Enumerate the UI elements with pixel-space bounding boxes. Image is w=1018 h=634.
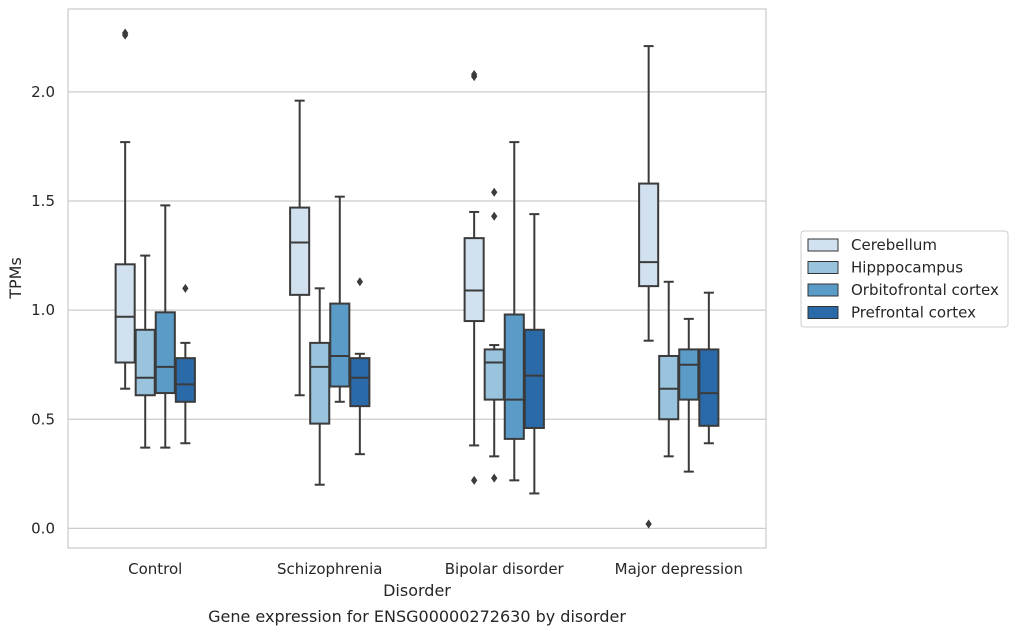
iqr-box	[174, 357, 196, 403]
legend-swatch	[807, 283, 839, 297]
outlier-point	[645, 519, 652, 529]
outlier-point	[491, 473, 498, 483]
box-prefrontal-cortex-schizophrenia	[349, 277, 371, 456]
legend-label: Orbitofrontal cortex	[851, 281, 999, 299]
y-tick-label: 1.5	[31, 192, 55, 210]
box-hipppocampus-major-depression	[658, 280, 680, 458]
y-tick-label: 0.0	[31, 519, 55, 537]
box-orbitofrontal-cortex-bipolar-disorder	[503, 141, 525, 482]
box-prefrontal-cortex-major-depression	[698, 291, 720, 445]
box-cerebellum-schizophrenia	[289, 99, 311, 397]
legend-swatch	[807, 261, 839, 274]
box-prefrontal-cortex-bipolar-disorder	[523, 213, 545, 495]
x-tick-label: Bipolar disorder	[445, 560, 565, 578]
legend-swatch	[807, 306, 839, 319]
iqr-box	[463, 237, 485, 323]
box-cerebellum-bipolar-disorder	[463, 69, 485, 485]
iqr-box	[134, 328, 156, 397]
legend: Cerebellum Hipppocampus Orbitofrontal cort…	[800, 230, 1009, 328]
outlier-point	[356, 277, 364, 287]
iqr-box	[309, 341, 331, 425]
outlier-point	[470, 475, 478, 485]
legend-entries: Cerebellum Hipppocampus Orbitofrontal cort…	[807, 236, 999, 322]
iqr-box	[503, 313, 525, 440]
box-hipppocampus-schizophrenia	[309, 287, 331, 486]
y-tick-labels: 0.0 0.5 1.0 1.5 2.0	[31, 83, 55, 537]
legend-label: Cerebellum	[851, 236, 937, 254]
boxes	[114, 28, 720, 529]
outlier-point	[182, 283, 189, 293]
iqr-box	[154, 311, 176, 395]
box-hipppocampus-bipolar-disorder	[483, 187, 505, 483]
y-axis-label: TPMs	[6, 257, 25, 300]
x-tick-labels: Control Schizophrenia Bipolar disorder Majo…	[128, 560, 743, 578]
y-tick-label: 0.5	[31, 410, 55, 428]
box-hipppocampus-control	[134, 254, 156, 449]
y-tick-label: 2.0	[31, 83, 55, 101]
box-orbitofrontal-cortex-major-depression	[678, 317, 700, 473]
legend-frame	[800, 230, 1009, 328]
iqr-box	[698, 348, 720, 427]
legend-label: Hipppocampus	[851, 259, 963, 277]
iqr-box	[678, 348, 700, 401]
x-axis-label: Disorder	[383, 581, 451, 600]
iqr-box	[329, 302, 351, 388]
x-tick-label: Schizophrenia	[277, 560, 382, 578]
legend-label: Prefrontal cortex	[851, 304, 976, 322]
iqr-box	[638, 182, 660, 288]
iqr-box	[658, 354, 680, 421]
iqr-box	[349, 357, 371, 408]
outlier-point	[121, 28, 129, 38]
legend-swatch	[807, 238, 839, 252]
iqr-box	[114, 263, 136, 364]
plot-frame	[67, 8, 767, 549]
box-cerebellum-control	[114, 28, 136, 390]
chart-title: Gene expression for ENSG00000272630 by d…	[208, 607, 626, 626]
iqr-box	[483, 348, 505, 401]
x-tick-label: Major depression	[615, 560, 743, 578]
box-cerebellum-major-depression	[638, 45, 660, 529]
iqr-box	[289, 206, 311, 296]
iqr-box	[523, 328, 545, 429]
gridlines	[68, 91, 766, 529]
outlier-point	[491, 187, 498, 197]
x-tick-label: Control	[128, 560, 182, 578]
box-prefrontal-cortex-control	[174, 283, 196, 445]
outlier-point	[491, 211, 498, 221]
y-tick-label: 1.0	[31, 301, 55, 319]
box-orbitofrontal-cortex-schizophrenia	[329, 195, 351, 403]
outlier-point	[470, 69, 478, 79]
box-orbitofrontal-cortex-control	[154, 204, 176, 449]
